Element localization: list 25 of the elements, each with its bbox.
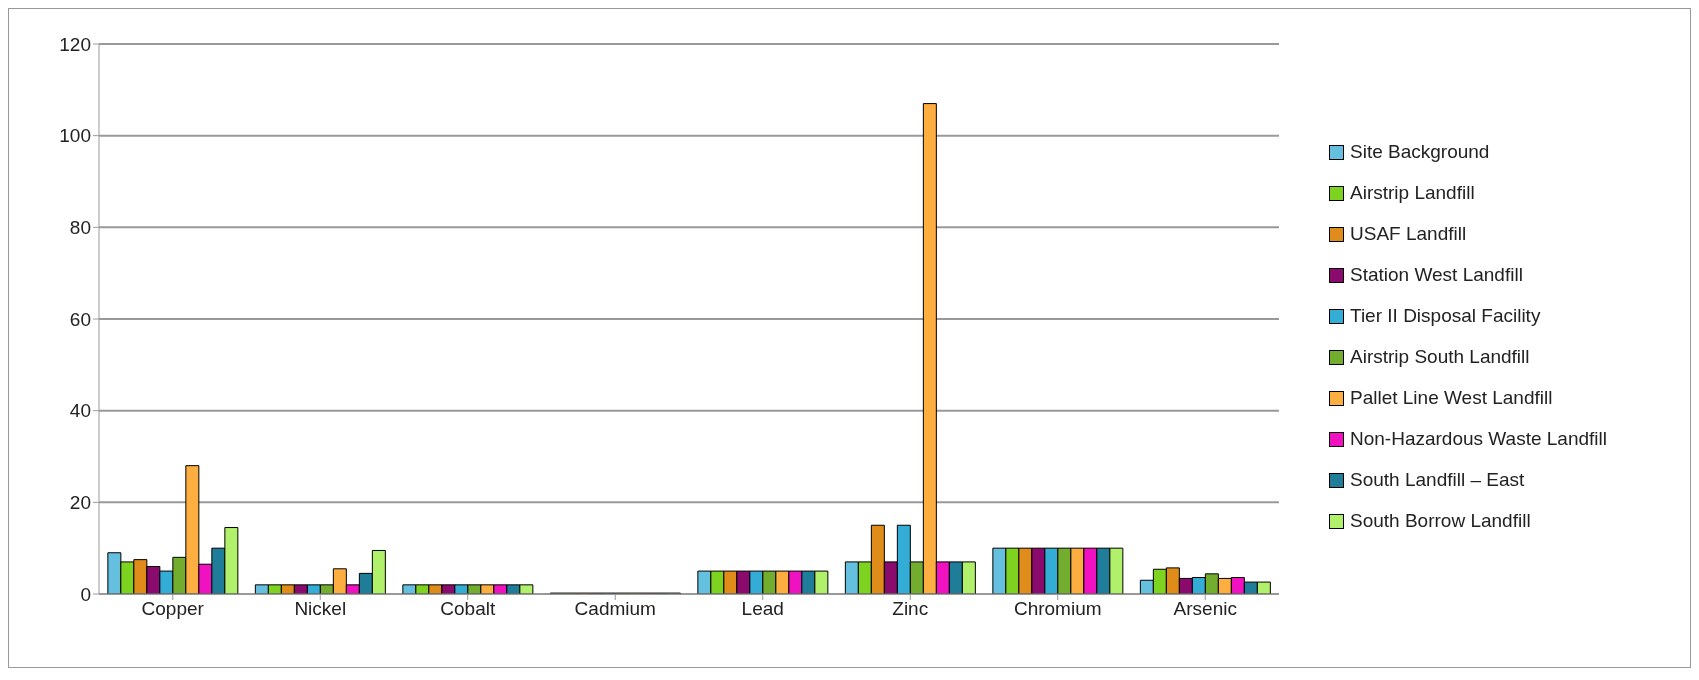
x-tick-label: Copper (141, 598, 205, 620)
legend-label: Tier II Disposal Facility (1350, 305, 1541, 327)
legend-label: Non-Hazardous Waste Landfill (1350, 428, 1607, 450)
legend-label: Site Background (1350, 141, 1490, 163)
legend-label: South Borrow Landfill (1350, 510, 1531, 532)
x-tick-label: Lead (741, 598, 784, 620)
legend-label: Station West Landfill (1350, 264, 1523, 286)
legend-label: Pallet Line West Landfill (1350, 387, 1553, 409)
x-tick-label: Cobalt (440, 598, 496, 620)
x-tick-label: Chromium (1013, 598, 1102, 620)
y-tick-label: 40 (69, 400, 91, 422)
x-tick-label: Cadmium (574, 598, 656, 620)
x-tick-label: Nickel (294, 598, 347, 620)
y-tick-label: 100 (59, 125, 91, 147)
y-tick-label: 0 (80, 583, 91, 605)
y-tick-label: 20 (69, 492, 91, 514)
y-tick-label: 80 (69, 217, 91, 239)
x-tick-label: Zinc (892, 598, 929, 620)
legend-label: South Landfill – East (1350, 469, 1525, 491)
y-tick-label: 120 (59, 33, 91, 55)
legend-label: Airstrip Landfill (1350, 182, 1475, 204)
y-tick-label: 60 (69, 308, 91, 330)
x-tick-label: Arsenic (1173, 598, 1237, 620)
legend-label: USAF Landfill (1350, 223, 1467, 245)
legend-label: Airstrip South Landfill (1350, 346, 1530, 368)
